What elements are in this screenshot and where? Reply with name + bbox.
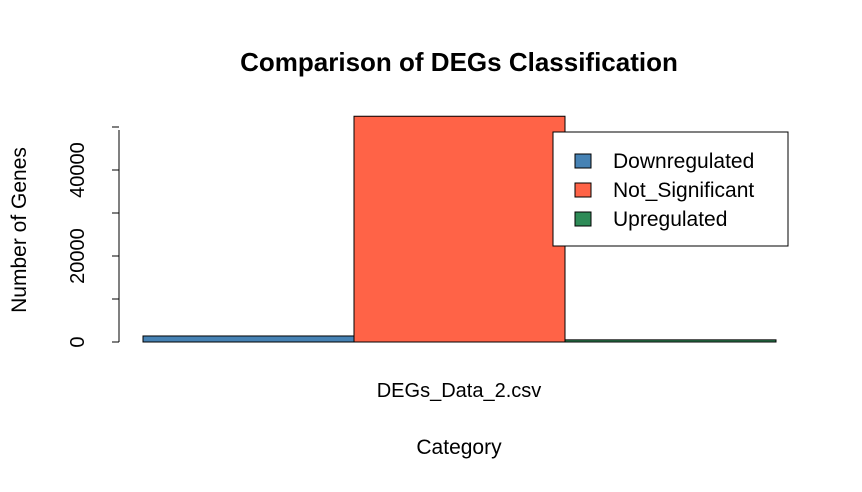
y-tick-label: 20000 [67,228,89,284]
legend-swatch [574,153,592,169]
legend-label: Downregulated [613,150,754,173]
y-tick-label: 0 [67,336,89,347]
bar-downregulated [142,335,355,343]
legend-box [552,131,789,247]
bars-group [142,115,777,343]
bar-not-significant [353,115,566,343]
legend-label: Upregulated [613,208,727,231]
legend: Downregulated Not_Significant Upregulated [552,131,789,247]
legend-label: Not_Significant [613,179,754,202]
chart-title: Comparison of DEGs Classification [240,47,678,77]
bar-upregulated [564,339,777,343]
x-axis-title: Category [416,436,502,459]
y-axis-title: Number of Genes [8,147,31,313]
legend-swatch [574,211,592,227]
y-axis: 0 20000 40000 [67,126,120,348]
y-tick-label: 40000 [67,142,89,198]
category-label: DEGs_Data_2.csv [377,380,542,402]
legend-swatch [574,182,592,198]
